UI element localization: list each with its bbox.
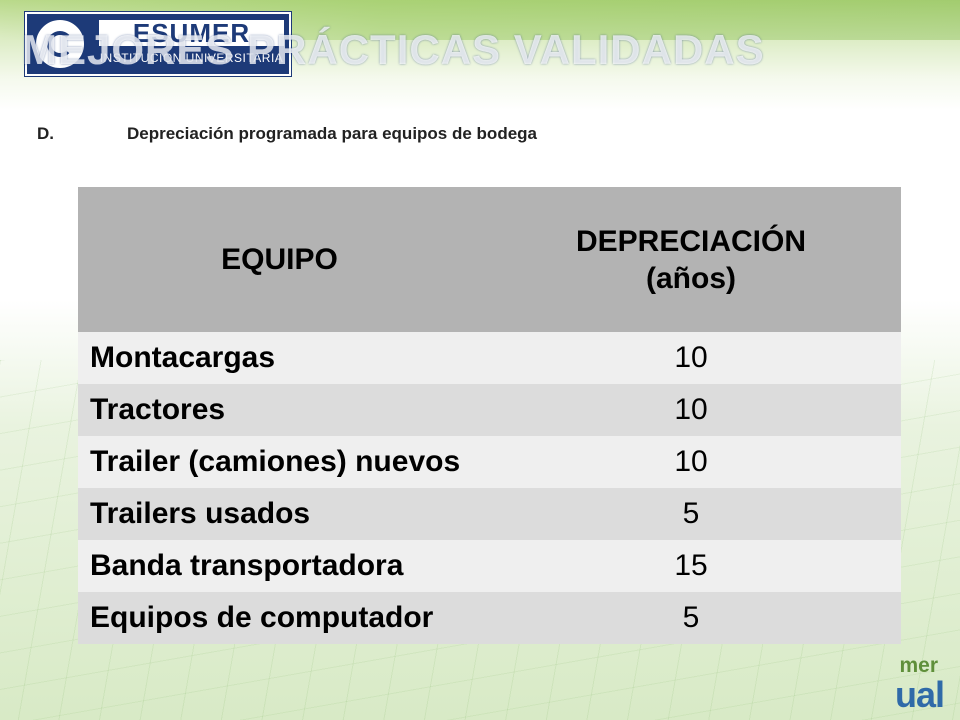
years-cell: 10 xyxy=(481,332,901,384)
years-cell: 5 xyxy=(481,592,901,644)
brand-mer-text: mer xyxy=(899,654,938,677)
header-depreciation: DEPRECIACIÓN (años) xyxy=(481,187,901,332)
table-header-row: EQUIPO DEPRECIACIÓN (años) xyxy=(78,187,901,332)
years-cell: 10 xyxy=(481,384,901,436)
table-row: Banda transportadora 15 xyxy=(78,540,901,592)
esumer-logo: ESUMER INSTITUCIÓN UNIVERSITARIA xyxy=(25,12,291,76)
table-row: Tractores 10 xyxy=(78,384,901,436)
header-unit: (años) xyxy=(646,261,736,295)
header-equipment: EQUIPO xyxy=(78,187,481,332)
section-title: Depreciación programada para equipos de … xyxy=(127,124,537,143)
years-cell: 10 xyxy=(481,436,901,488)
equipment-cell: Banda transportadora xyxy=(78,540,481,592)
section-heading: D. Depreciación programada para equipos d… xyxy=(37,124,537,144)
logo-name: ESUMER xyxy=(99,20,284,46)
years-cell: 5 xyxy=(481,488,901,540)
equipment-cell: Trailers usados xyxy=(78,488,481,540)
years-cell: 15 xyxy=(481,540,901,592)
section-letter: D. xyxy=(37,124,54,143)
table-row: Equipos de computador 5 xyxy=(78,592,901,644)
equipment-cell: Equipos de computador xyxy=(78,592,481,644)
table-row: Montacargas 10 xyxy=(78,332,901,384)
virtual-brand-logo: mer ual xyxy=(880,640,960,720)
brand-ual-text: ual xyxy=(894,674,945,715)
slide-title: MEJORES PRÁCTICAS VALIDADAS xyxy=(22,26,765,73)
header-depreciation-label: DEPRECIACIÓN xyxy=(575,224,807,258)
table-row: Trailer (camiones) nuevos 10 xyxy=(78,436,901,488)
equipment-cell: Tractores xyxy=(78,384,481,436)
equipment-cell: Montacargas xyxy=(78,332,481,384)
depreciation-table: EQUIPO DEPRECIACIÓN (años) Montacargas 1… xyxy=(78,187,901,644)
equipment-cell: Trailer (camiones) nuevos xyxy=(78,436,481,488)
esumer-emblem-icon xyxy=(33,17,87,71)
table-row: Trailers usados 5 xyxy=(78,488,901,540)
logo-subtitle: INSTITUCIÓN UNIVERSITARIA xyxy=(99,51,284,65)
